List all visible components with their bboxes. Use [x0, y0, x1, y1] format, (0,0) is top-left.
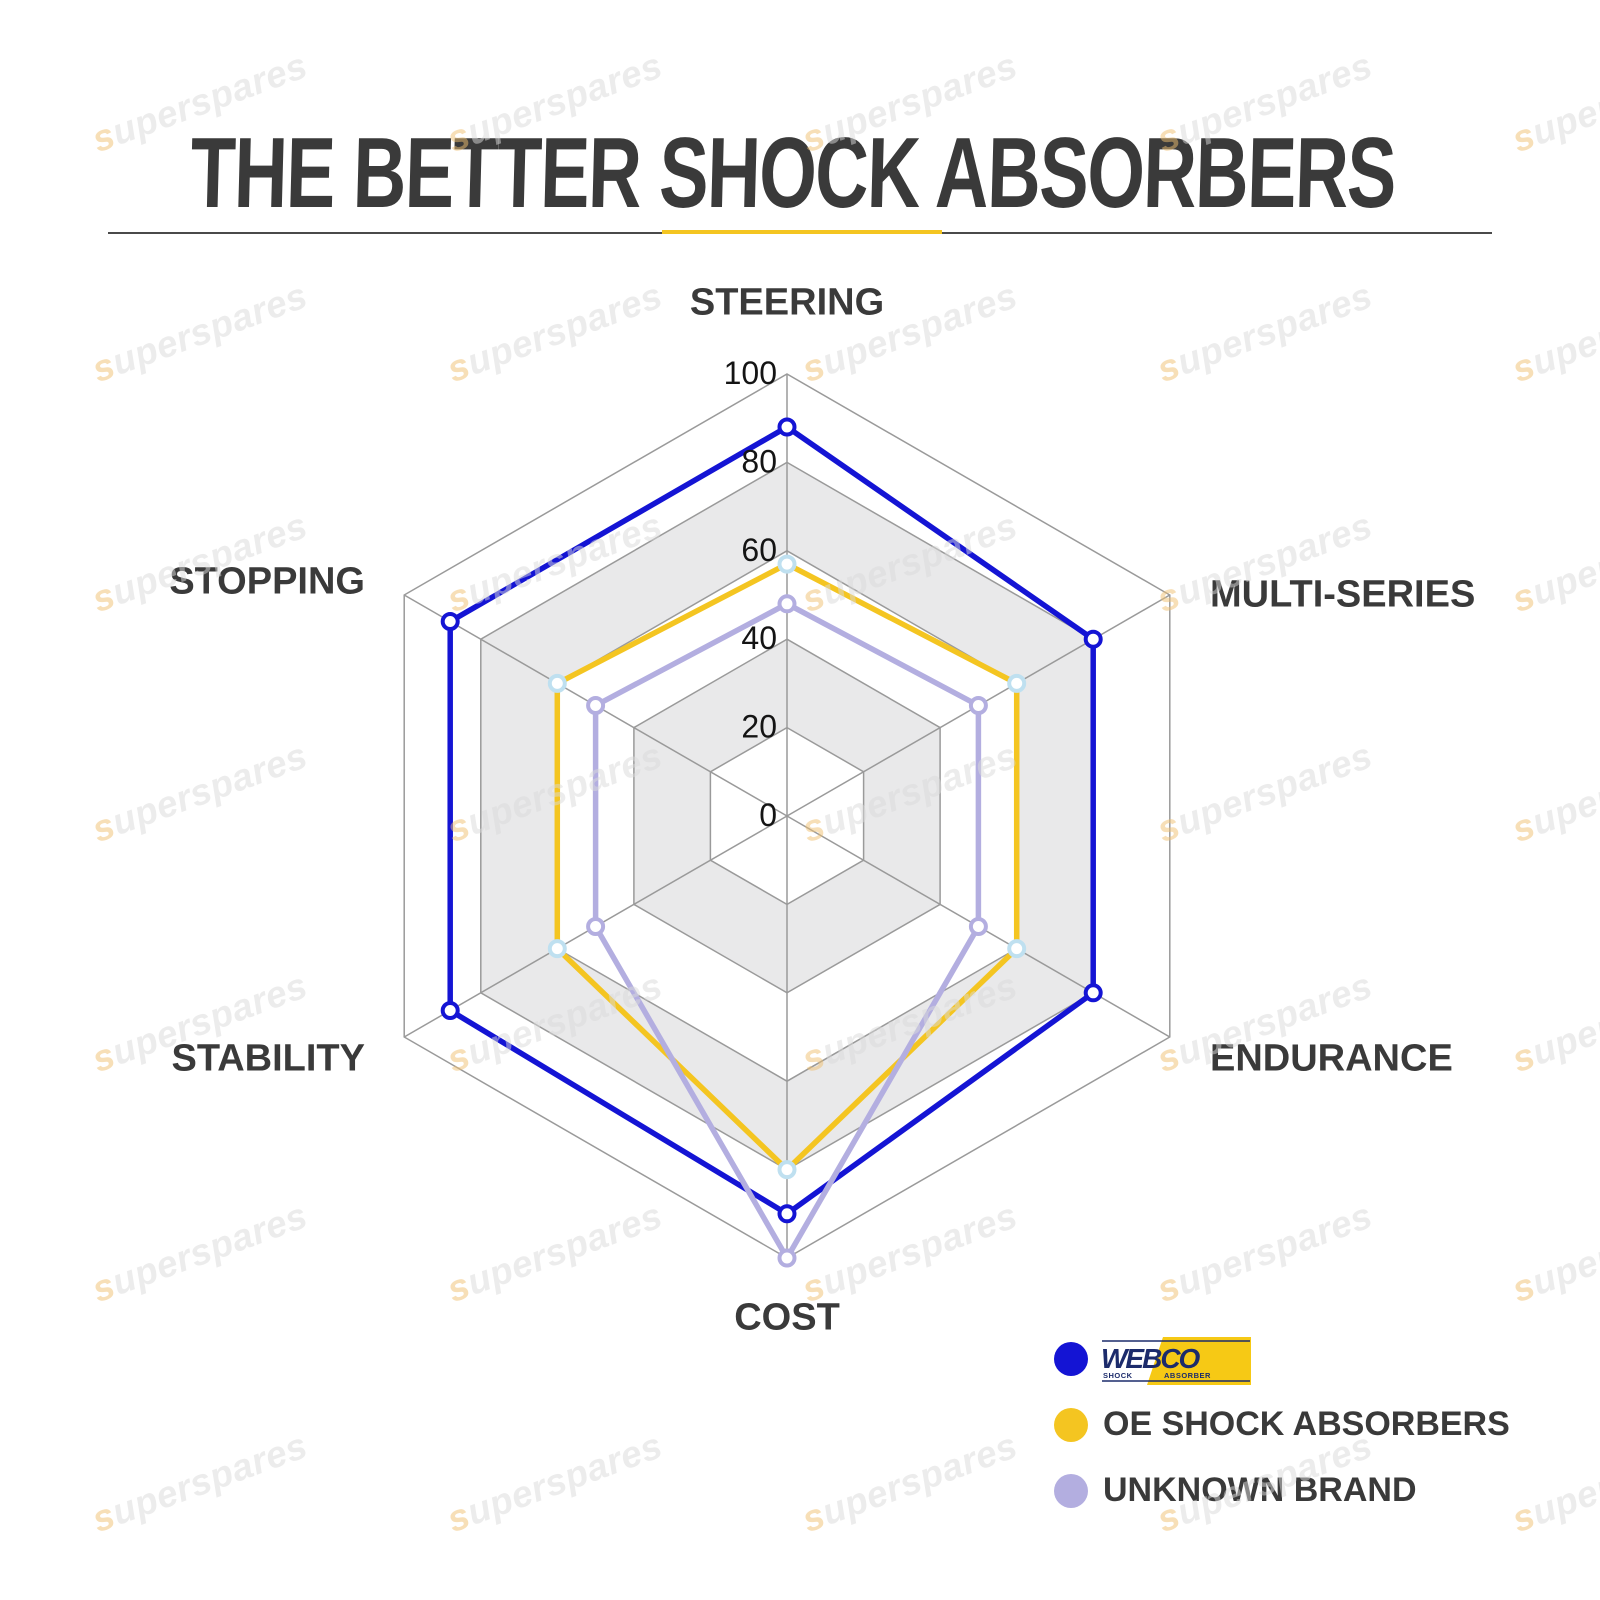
- svg-text:ABSORBER: ABSORBER: [1164, 1371, 1211, 1380]
- svg-text:80: 80: [741, 443, 777, 479]
- svg-text:60: 60: [741, 532, 777, 568]
- svg-text:WEBCO: WEBCO: [1101, 1343, 1201, 1374]
- svg-text:20: 20: [741, 709, 777, 745]
- svg-text:40: 40: [741, 620, 777, 656]
- svg-text:100: 100: [724, 355, 777, 391]
- svg-text:0: 0: [759, 797, 777, 833]
- svg-text:SHOCK: SHOCK: [1103, 1371, 1133, 1380]
